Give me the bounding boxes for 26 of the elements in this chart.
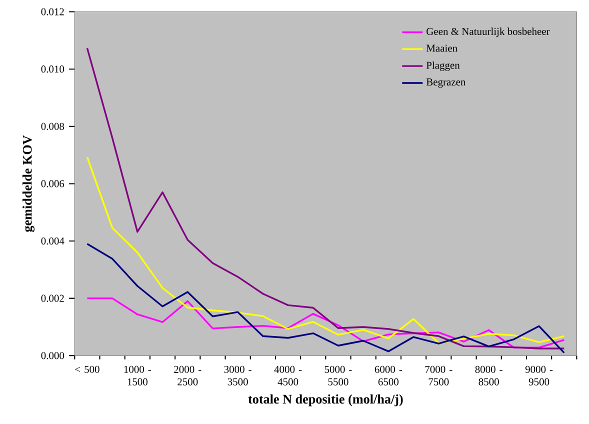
y-tick-label: 0.004 bbox=[41, 237, 64, 244]
x-tick-label: 5000 - 5500 bbox=[324, 366, 352, 386]
x-tick-label: 3000 - 3500 bbox=[224, 366, 252, 386]
x-axis-title: totale N depositie (mol/ha/j) bbox=[248, 394, 403, 406]
y-tick-label: 0.012 bbox=[41, 8, 64, 16]
y-tick-label: 0.000 bbox=[41, 352, 64, 359]
y-axis-title: gemiddelde KOV bbox=[22, 135, 35, 232]
y-tick-label: 0.006 bbox=[41, 180, 64, 188]
x-tick-label: 4000 - 4500 bbox=[274, 366, 302, 386]
legend-label: Plaggen bbox=[426, 61, 460, 71]
legend-label: Maaien bbox=[426, 44, 458, 52]
x-tick-label: 9000 - 9500 bbox=[525, 366, 553, 386]
x-tick-label: < 500 bbox=[75, 366, 100, 373]
line-series bbox=[86, 297, 565, 348]
x-tick-label: 8000 - 8500 bbox=[475, 366, 502, 386]
line-series bbox=[86, 156, 565, 344]
x-tick-label: 6000 - 6500 bbox=[374, 366, 402, 386]
x-tick-label: 1000 - 1500 bbox=[124, 366, 151, 386]
line-series bbox=[86, 242, 565, 354]
legend-label: Begrazen bbox=[426, 78, 466, 88]
x-tick-label: 7000 - 7500 bbox=[425, 366, 452, 386]
legend-label: Geen & Natuurlijk bosbeheer bbox=[426, 27, 550, 37]
y-tick-label: 0.010 bbox=[41, 65, 64, 72]
x-tick-label: 2000 - 2500 bbox=[174, 366, 202, 386]
y-tick-label: 0.002 bbox=[41, 294, 64, 302]
y-tick-label: 0.008 bbox=[41, 122, 64, 130]
